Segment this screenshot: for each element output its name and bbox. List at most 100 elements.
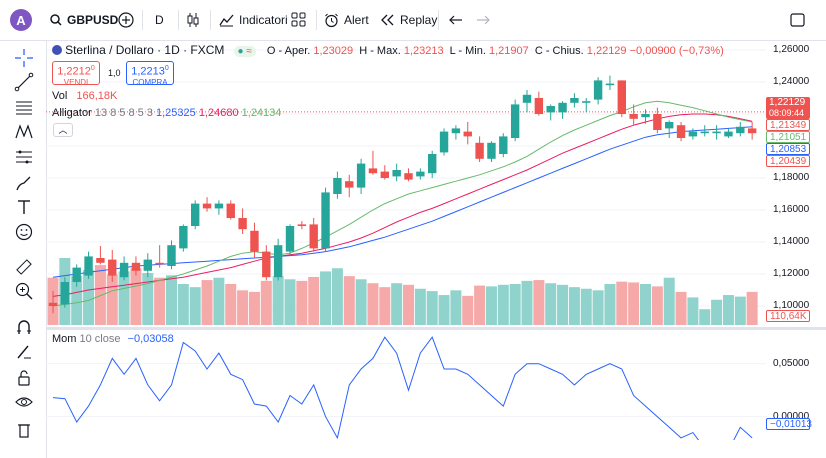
candle-body [416, 171, 425, 177]
volume-bar [71, 276, 83, 325]
volume-label: Vol [52, 90, 68, 102]
candle-body [522, 94, 532, 103]
last-price-value: 1,22129 [769, 97, 806, 108]
volume-bar [272, 276, 284, 325]
buy-price: 1,2213 [131, 65, 165, 78]
volume-legend: Vol 166,18K [52, 90, 117, 102]
volume-bar [533, 280, 545, 325]
text-tool[interactable] [12, 195, 36, 219]
toolbar-divider [210, 10, 211, 30]
volume-bar [426, 291, 438, 325]
pane-divider[interactable] [46, 327, 826, 330]
crosshair-icon [15, 49, 33, 67]
volume-tag: 110,64K [766, 310, 810, 322]
volume-bar [734, 296, 746, 325]
ohlc-open-label: O - Aper. [266, 45, 311, 57]
volume-bar [675, 291, 687, 325]
price-tick-label: 1,24000 [773, 76, 810, 87]
trendline-tool[interactable] [12, 70, 36, 94]
lock-tool[interactable] [12, 366, 36, 390]
chevron-up-icon: ︿ [58, 125, 68, 135]
candle-body [451, 128, 461, 134]
red-price-tag: 1,20439 [766, 155, 810, 167]
volume-bar [94, 265, 106, 325]
measure-tool[interactable] [12, 255, 36, 279]
templates-button[interactable] [291, 10, 307, 30]
volume-bar [296, 280, 308, 325]
volume-bar [320, 271, 332, 325]
smiley-icon [15, 223, 33, 241]
volume-bar [284, 279, 296, 325]
redo-button[interactable] [476, 10, 490, 30]
chart-type-button[interactable] [186, 10, 200, 30]
top-toolbar: A GBPUSD D Indicatori Alert Replay [0, 0, 826, 41]
forecast-icon [16, 150, 32, 164]
brush-icon [16, 176, 31, 191]
forecast-tool[interactable] [12, 145, 36, 169]
candle-body [321, 192, 330, 249]
crosshair-tool[interactable] [12, 46, 36, 70]
alligator-teeth-line [52, 113, 753, 297]
candle-body [72, 267, 81, 282]
pencil-ruler-icon [17, 345, 31, 359]
brush-tool[interactable] [12, 171, 36, 195]
avatar[interactable]: A [10, 9, 32, 31]
zoom-tool[interactable] [12, 279, 36, 303]
volume-bar [485, 286, 497, 325]
status-dot-icon: ● ≈ [233, 46, 256, 57]
pattern-icon [15, 124, 33, 139]
candle-body [131, 262, 141, 271]
volume-bar [462, 295, 474, 325]
ohlc-high: 1,23213 [403, 45, 444, 57]
candle-body [155, 262, 164, 265]
indicators-button[interactable]: Indicatori [219, 10, 288, 30]
pattern-tool[interactable] [12, 120, 36, 144]
buy-label: COMPRA [132, 78, 168, 88]
fib-tool[interactable] [12, 96, 36, 120]
replay-button[interactable]: Replay [380, 10, 437, 30]
collapse-legend-button[interactable]: ︿ [53, 123, 73, 137]
square-icon [790, 13, 805, 27]
candle-body [202, 203, 212, 209]
candle-body [368, 168, 378, 174]
symbol-search[interactable]: GBPUSD [50, 10, 118, 30]
candle-body [108, 259, 117, 276]
undo-button[interactable] [449, 10, 463, 30]
candle-body [617, 80, 626, 114]
volume-bar [699, 309, 711, 325]
buy-button[interactable]: 1,22130 COMPRA [126, 61, 174, 88]
volume-bar [497, 284, 509, 325]
alligator-lips-line [52, 100, 753, 307]
visibility-tool[interactable] [12, 390, 36, 414]
candle-body [688, 131, 698, 137]
interval-button[interactable]: D [155, 10, 164, 30]
fullscreen-button[interactable] [790, 10, 805, 30]
candle-body [428, 154, 437, 174]
volume-bar [225, 284, 237, 325]
lock-icon [18, 370, 30, 386]
sell-button[interactable]: 1,22120 VENDI [52, 61, 100, 87]
drawing-toolbar [0, 40, 47, 458]
magnet-tool[interactable] [12, 315, 36, 339]
delete-tool[interactable] [12, 418, 36, 442]
price-tick-label: 1,10000 [773, 300, 810, 311]
candle-body [226, 203, 235, 218]
candle-body [499, 136, 508, 154]
compare-button[interactable] [118, 10, 134, 30]
candle-body [273, 245, 283, 278]
drawing-mode-tool[interactable] [12, 340, 36, 364]
alert-button[interactable]: Alert [324, 10, 369, 30]
sell-price-pipette: 0 [90, 65, 95, 72]
volume-bar [213, 277, 225, 325]
momentum-pane[interactable] [46, 330, 766, 440]
candle-body [48, 302, 58, 306]
price-pane[interactable] [46, 40, 766, 328]
emoji-tool[interactable] [12, 220, 36, 244]
trash-icon [18, 424, 30, 438]
momentum-chart-svg [46, 336, 766, 440]
price-tick-label: 1,18000 [773, 172, 810, 183]
volume-bar [746, 291, 758, 325]
candle-body [570, 98, 579, 103]
candle-body [285, 226, 295, 252]
candle-body [665, 122, 674, 129]
